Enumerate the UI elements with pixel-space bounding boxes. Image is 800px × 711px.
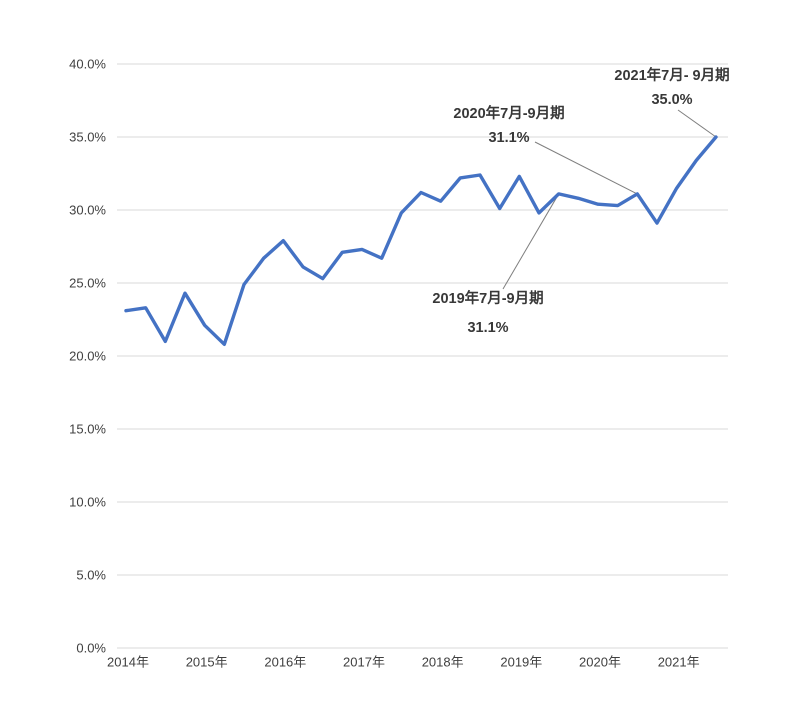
annotation-period-label: 2019年7月-9月期 <box>432 289 543 307</box>
x-tick-label: 2018年 <box>422 655 464 670</box>
data-series-line <box>124 135 718 346</box>
y-tick-label: 0.0% <box>76 641 106 656</box>
annotation-value-label: 31.1% <box>488 130 529 146</box>
y-tick-label: 20.0% <box>69 349 106 364</box>
annotation-leader-lines <box>502 109 717 290</box>
annotation-value-label: 35.0% <box>651 92 692 108</box>
annotation-period-label: 2020年7月-9月期 <box>453 104 564 122</box>
x-tick-label: 2020年 <box>579 655 621 670</box>
x-tick-label: 2017年 <box>343 655 385 670</box>
x-tick-label: 2021年 <box>658 655 700 670</box>
annotation-leader-line <box>677 109 717 138</box>
y-axis-tick-labels: 0.0% 5.0% 10.0% 15.0% 20.0% 25.0% 30.0% 35.0% 40… <box>69 57 106 656</box>
x-tick-label: 2014年 <box>107 655 149 670</box>
annotation-leader-line <box>502 193 560 290</box>
series-line <box>124 135 718 346</box>
gridlines <box>117 63 728 649</box>
y-tick-label: 40.0% <box>69 57 106 72</box>
x-axis-tick-labels: 2014年 2015年 2016年 2017年 2018年 2019年 2020年 2021年 <box>107 655 700 670</box>
x-tick-label: 2019年 <box>500 655 542 670</box>
y-tick-label: 15.0% <box>69 422 106 437</box>
y-tick-label: 30.0% <box>69 203 106 218</box>
y-tick-label: 35.0% <box>69 130 106 145</box>
annotation-leader-line <box>534 141 638 195</box>
x-tick-label: 2015年 <box>186 655 228 670</box>
annotation-labels: 2019年7月-9月期 31.1% 2020年7月-9月期 31.1% 2021年7月-… <box>432 66 729 336</box>
y-tick-label: 25.0% <box>69 276 106 291</box>
annotation-period-label: 2021年7月- 9月期 <box>614 66 729 84</box>
y-tick-label: 5.0% <box>76 568 106 583</box>
annotation-value-label: 31.1% <box>467 320 508 336</box>
x-tick-label: 2016年 <box>264 655 306 670</box>
y-tick-label: 10.0% <box>69 495 106 510</box>
